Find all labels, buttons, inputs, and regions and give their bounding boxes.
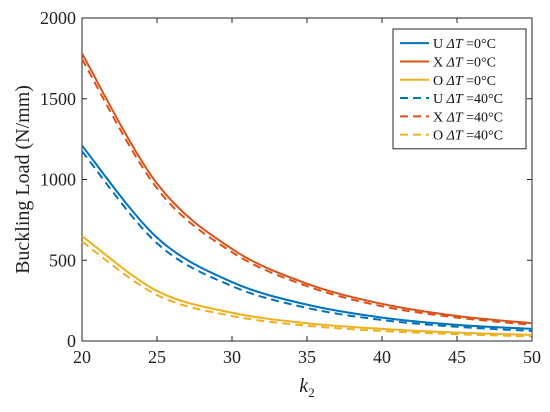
legend-label-part: =40°C xyxy=(463,92,503,107)
y-axis-title: Buckling Load (N/mm) xyxy=(12,85,34,274)
legend-box xyxy=(392,28,527,150)
y-tick-label: 500 xyxy=(49,250,76,270)
legend-label: O ΔT =0°C xyxy=(433,74,496,89)
y-tick-label: 2000 xyxy=(40,8,76,28)
series-layer xyxy=(81,53,533,338)
y-tick-label: 1000 xyxy=(40,170,76,190)
legend-label: X ΔT =40°C xyxy=(433,110,503,125)
series-line-5 xyxy=(81,240,533,338)
legend-label-part: =0°C xyxy=(463,37,496,52)
x-tick-label: 25 xyxy=(148,347,166,367)
x-axis-title: k2 xyxy=(299,375,314,400)
legend-label-part: ΔT xyxy=(446,110,464,125)
legend-label: U ΔT =0°C xyxy=(433,37,496,52)
series-line-4 xyxy=(81,58,533,326)
legend-label-part: ΔT xyxy=(446,37,464,52)
legend-label: O ΔT =40°C xyxy=(433,129,503,144)
legend-label-part: X xyxy=(433,55,447,70)
legend-label-part: X xyxy=(433,110,447,125)
legend-label-part: U xyxy=(433,37,447,52)
legend-label-part: =0°C xyxy=(463,74,496,89)
series-line-1 xyxy=(81,53,533,325)
x-axis-title-subscript: 2 xyxy=(308,385,315,400)
legend-label: X ΔT =0°C xyxy=(433,55,496,70)
legend-label-part: O xyxy=(433,129,447,144)
x-tick-label: 45 xyxy=(448,347,466,367)
x-axis-title-base: k xyxy=(299,375,309,397)
legend-label-part: O xyxy=(433,74,447,89)
series-line-0 xyxy=(81,144,533,330)
x-tick-label: 35 xyxy=(298,347,316,367)
legend-label-part: =40°C xyxy=(463,110,503,125)
x-tick-label: 20 xyxy=(73,347,91,367)
legend-label-part: =40°C xyxy=(463,129,503,144)
legend: U ΔT =0°CX ΔT =0°CO ΔT =0°CU ΔT =40°CX Δ… xyxy=(392,28,527,150)
legend-label-part: ΔT xyxy=(446,92,464,107)
series-line-2 xyxy=(81,235,533,336)
x-tick-label: 50 xyxy=(523,347,541,367)
legend-label: U ΔT =40°C xyxy=(433,92,503,107)
legend-label-part: ΔT xyxy=(446,55,464,70)
legend-label-part: U xyxy=(433,92,447,107)
legend-label-part: ΔT xyxy=(446,129,464,144)
y-tick-label: 1500 xyxy=(40,89,76,109)
x-tick-label: 30 xyxy=(223,347,241,367)
legend-label-part: =0°C xyxy=(463,55,496,70)
x-tick-label: 40 xyxy=(373,347,391,367)
legend-label-part: ΔT xyxy=(446,74,464,89)
y-tick-label: 0 xyxy=(67,331,76,351)
series-line-3 xyxy=(81,150,533,332)
